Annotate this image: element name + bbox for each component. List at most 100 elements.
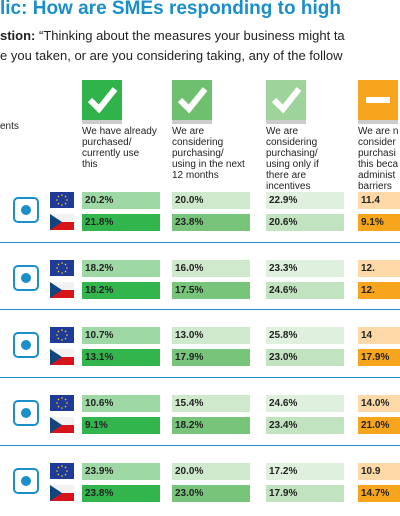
flag-star (66, 470, 68, 472)
flag-star (61, 262, 63, 264)
value-cell: 16.0% (172, 260, 250, 277)
value-cell: 17.9% (358, 349, 400, 366)
value-cell: 17.9% (266, 485, 344, 502)
value-cell: 21.0% (358, 417, 400, 434)
flag-star (56, 267, 58, 269)
cz-flag-white (50, 282, 74, 290)
value-cell: 17.9% (172, 349, 250, 366)
column-header: We are considering purchasing/using in the… (172, 126, 264, 181)
value-cell: 18.2% (82, 282, 160, 299)
flag-star (57, 398, 60, 401)
check-mark (177, 87, 208, 114)
flag-star (64, 195, 67, 198)
value-cell: 11.4 (358, 192, 400, 209)
value-cell: 10.9 (358, 463, 400, 480)
value-cell: 13.0% (172, 327, 250, 344)
flag-star (61, 397, 63, 399)
icon-shadow (266, 120, 306, 124)
value-cell: 23.4% (266, 417, 344, 434)
cz-flag-white (50, 485, 74, 493)
cz-flag-white (50, 417, 74, 425)
column-header: We are n consider purchasi this beca adminis… (358, 126, 400, 192)
title: lic: How are SMEs responding to high (0, 0, 341, 19)
column-header-line: using only if (266, 159, 319, 170)
flag-star (57, 330, 60, 333)
value-cell: 17.2% (266, 463, 344, 480)
flag-star (56, 470, 58, 472)
value-cell: 14 (358, 327, 400, 344)
value-cell: 14.7% (358, 485, 400, 502)
icon-shadow (358, 120, 398, 124)
value-cell: 23.8% (172, 214, 250, 231)
row-icon-dot (21, 273, 31, 283)
flag-star (61, 329, 63, 331)
eu-flag (50, 327, 74, 343)
column-icon (82, 80, 122, 120)
column-header-line: purchasing/ (266, 148, 318, 159)
column-header-line: We are (266, 126, 299, 137)
column-header-line: currently use (82, 148, 140, 159)
minus-mark (366, 97, 390, 103)
eu-flag (50, 192, 74, 208)
column-header-line: We are n (358, 126, 399, 137)
column-header-line: there are (266, 170, 307, 181)
column-icon (172, 80, 212, 120)
flag-star (64, 202, 67, 205)
column-header-line: 12 months (172, 170, 219, 181)
separator (0, 309, 400, 310)
value-cell: 18.2% (172, 417, 250, 434)
flag-star (64, 466, 67, 469)
value-cell: 20.2% (82, 192, 160, 209)
flag-star (57, 263, 60, 266)
cz-flag-blue (50, 282, 62, 298)
column-header-line: this beca (358, 159, 399, 170)
column-header-line: We are (172, 126, 205, 137)
value-cell: 21.8% (82, 214, 160, 231)
column-header-line: this (82, 159, 98, 170)
column-header-line: We have already (82, 126, 157, 137)
icon-shadow (82, 120, 122, 124)
value-cell: 17.5% (172, 282, 250, 299)
value-cell: 20.6% (266, 214, 344, 231)
flag-star (57, 337, 60, 340)
cz-flag-red (50, 222, 74, 230)
separator (0, 242, 400, 243)
flag-star (66, 199, 68, 201)
row-icon-dot (21, 340, 31, 350)
value-cell: 25.8% (266, 327, 344, 344)
flag-star (66, 267, 68, 269)
flag-star (57, 473, 60, 476)
column-header-line: purchasing/ (172, 148, 224, 159)
value-cell: 15.4% (172, 395, 250, 412)
column-header-line: purchasi (358, 148, 396, 159)
flag-star (56, 199, 58, 201)
eu-flag (50, 463, 74, 479)
value-cell: 23.0% (172, 485, 250, 502)
cz-flag-red (50, 493, 74, 501)
eu-flag (50, 395, 74, 411)
flag-star (61, 194, 63, 196)
value-cell: 20.0% (172, 463, 250, 480)
flag-star (61, 339, 63, 341)
flag-star (61, 475, 63, 477)
flag-star (61, 465, 63, 467)
value-cell: 24.6% (266, 282, 344, 299)
eu-flag (50, 260, 74, 276)
flag-star (64, 473, 67, 476)
question: stion: “Thinking about the measures your… (0, 28, 345, 43)
value-cell: 13.1% (82, 349, 160, 366)
cz-flag-red (50, 290, 74, 298)
cz-flag-red (50, 357, 74, 365)
flag-star (64, 337, 67, 340)
row-icon (13, 197, 39, 223)
separator (0, 377, 400, 378)
row-icon-dot (21, 408, 31, 418)
value-cell: 12. (358, 260, 400, 277)
row-icon (13, 265, 39, 291)
row-header: ents (0, 121, 19, 132)
cz-flag-white (50, 214, 74, 222)
flag-star (64, 263, 67, 266)
check-mark (87, 87, 118, 114)
flag-star (57, 195, 60, 198)
